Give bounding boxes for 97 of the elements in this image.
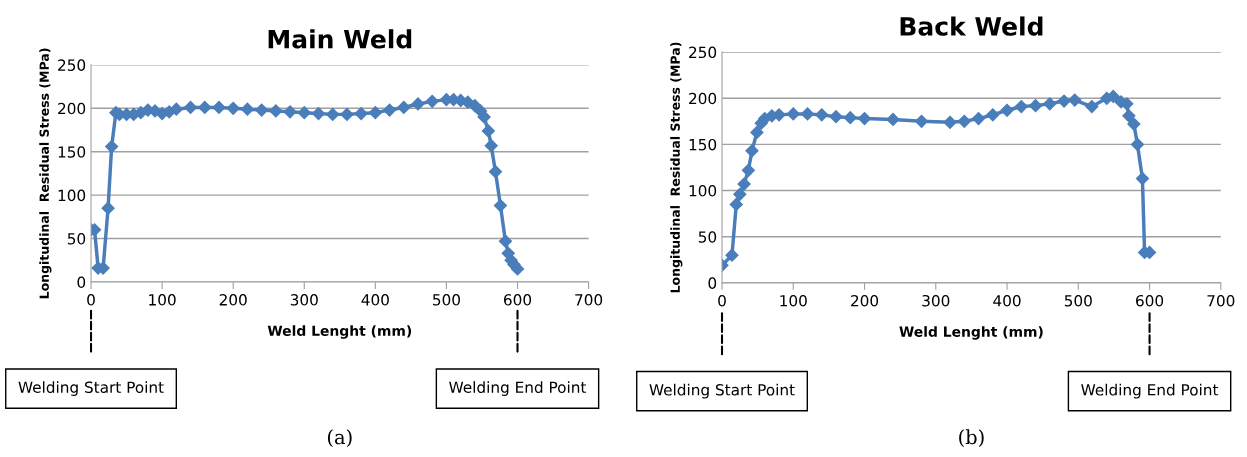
point (737, 177, 751, 191)
point (212, 100, 226, 115)
x-tick-label: 300 (290, 294, 318, 306)
x-tick-label: 500 (433, 294, 460, 306)
x-tick-label: 100 (149, 294, 176, 306)
point (340, 107, 354, 121)
point (1135, 171, 1150, 186)
point (745, 144, 759, 158)
point (914, 114, 929, 128)
point (510, 262, 525, 276)
y-axis-title: Longitudinal Residual Stress (MPa) (39, 48, 52, 299)
y-tick-label: 50 (67, 233, 86, 245)
text: Welding Start Point (649, 383, 795, 399)
y-tick-label: 100 (58, 189, 86, 202)
point (183, 100, 198, 115)
x-axis-title: Weld Lenght (mm) (267, 325, 412, 339)
y-tick-label: 200 (58, 102, 86, 115)
point (368, 106, 382, 120)
x-tick-label: 400 (993, 294, 1021, 307)
point (169, 102, 183, 116)
text: (a) (327, 429, 352, 448)
point (101, 201, 115, 215)
point (857, 111, 872, 126)
point (354, 106, 368, 121)
point (750, 125, 764, 139)
x-tick-label: 0 (718, 294, 726, 307)
y-tick-label: 0 (708, 277, 717, 289)
x-tick-label: 0 (87, 294, 95, 306)
x-tick-label: 400 (361, 294, 389, 306)
point (283, 105, 297, 119)
x-tick-label: 600 (1136, 294, 1164, 307)
y-axis-title: Longitudinal Residual Stress (MPa) (670, 42, 683, 293)
point (198, 100, 212, 115)
point (1028, 99, 1043, 113)
point (741, 163, 755, 177)
y-tick-label: 250 (689, 46, 717, 59)
point (1068, 93, 1082, 107)
point (733, 187, 747, 201)
text: Welding Start Point (18, 381, 164, 396)
point (957, 114, 971, 128)
x-tick-label: 700 (575, 294, 603, 306)
point (943, 115, 957, 129)
text: (b) (959, 429, 984, 448)
point (477, 110, 491, 124)
point (498, 234, 513, 248)
point (269, 104, 283, 118)
point (1130, 137, 1145, 152)
x-tick-label: 500 (1064, 294, 1092, 307)
x-tick-label: 100 (780, 294, 807, 307)
point (829, 110, 843, 124)
point (986, 108, 1000, 122)
point (786, 107, 800, 121)
point (397, 100, 411, 115)
point (105, 139, 119, 154)
point (297, 106, 311, 120)
point (1043, 97, 1057, 111)
point (800, 107, 815, 121)
chart-title: Back Weld (900, 16, 1043, 36)
point (886, 112, 900, 127)
point (1122, 109, 1136, 123)
point (226, 101, 240, 115)
point (425, 94, 439, 108)
x-tick-label: 700 (1207, 294, 1235, 307)
y-tick-label: 0 (77, 276, 86, 288)
text: Welding End Point (1081, 383, 1219, 399)
chart-title: Main Weld (268, 29, 412, 49)
point (255, 103, 269, 117)
y-tick-label: 150 (58, 146, 86, 158)
point (1085, 99, 1099, 114)
x-axis-title: Weld Lenght (mm) (899, 326, 1043, 340)
point (481, 124, 495, 138)
y-tick-label: 50 (698, 231, 717, 243)
point (326, 107, 340, 121)
point (725, 248, 739, 262)
point (1014, 99, 1028, 114)
point (382, 103, 397, 117)
point (1127, 117, 1141, 131)
y-tick-label: 150 (689, 138, 717, 151)
y-tick-label: 200 (689, 92, 717, 105)
x-tick-label: 200 (219, 294, 247, 306)
point (1000, 103, 1014, 117)
point (729, 197, 743, 212)
point (311, 106, 326, 121)
x-tick-label: 200 (851, 294, 879, 307)
text: Welding End Point (449, 381, 587, 396)
point (815, 108, 829, 122)
point (493, 198, 508, 213)
point (843, 111, 857, 125)
point (971, 111, 986, 126)
x-tick-label: 300 (922, 294, 950, 307)
point (488, 165, 503, 179)
point (411, 97, 425, 111)
y-tick-label: 250 (58, 59, 86, 71)
x-tick-label: 600 (503, 294, 532, 306)
point (484, 139, 498, 153)
point (240, 102, 254, 116)
y-tick-label: 100 (689, 185, 717, 197)
